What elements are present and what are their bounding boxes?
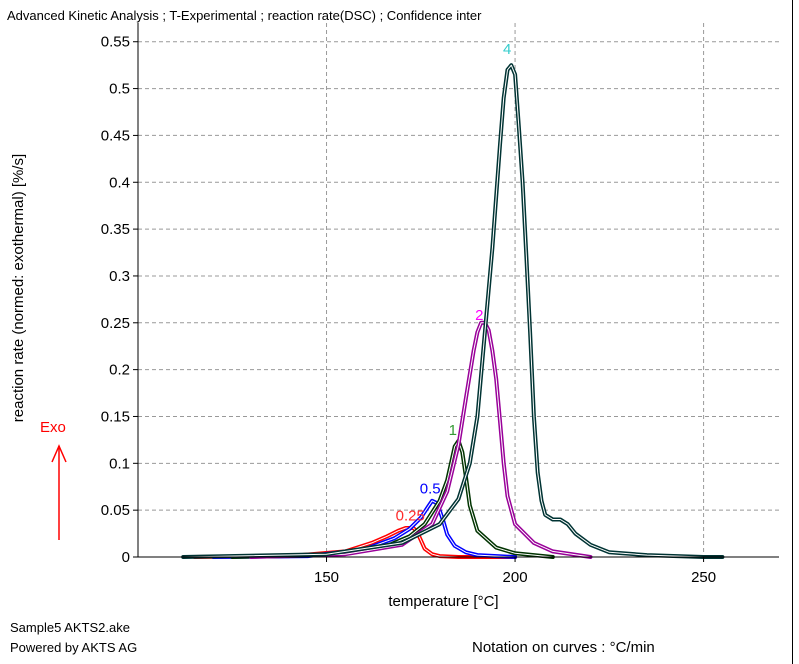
x-tick-label: 200 xyxy=(503,569,528,586)
y-tick-label: 0.4 xyxy=(109,174,130,191)
y-axis-label: reaction rate (normed: exothermal) [%/s] xyxy=(10,154,27,422)
window-right-border xyxy=(792,0,793,664)
curve-label-2: 2 xyxy=(475,307,483,324)
y-tick-label: 0 xyxy=(122,549,130,566)
y-tick-label: 0.3 xyxy=(109,268,130,285)
exo-label: Exo xyxy=(40,419,66,436)
curve-label-0.5: 0.5 xyxy=(420,480,441,497)
y-tick-label: 0.25 xyxy=(101,315,130,332)
y-tick-label: 0.05 xyxy=(101,502,130,519)
x-tick-label: 250 xyxy=(691,569,716,586)
y-tick-label: 0.45 xyxy=(101,127,130,144)
x-axis-label: temperature [°C] xyxy=(388,593,498,610)
curve-label-0.25: 0.25 xyxy=(396,507,425,524)
y-tick-label: 0.2 xyxy=(109,362,130,379)
notation-note: Notation on curves : °C/min xyxy=(472,639,655,656)
y-tick-label: 0.1 xyxy=(109,455,130,472)
series-highlight-0.5 xyxy=(213,500,516,558)
powered-by: Powered by AKTS AG xyxy=(10,640,138,655)
curve-labels: 0.25 0.5 1 2 4 xyxy=(396,41,512,525)
axes xyxy=(137,23,779,558)
y-tick-label: 0.55 xyxy=(101,34,130,51)
series-highlight-1 xyxy=(232,440,553,558)
y-tick-label: 0.5 xyxy=(109,81,130,98)
series-line-4 xyxy=(181,63,725,559)
chart-title: Advanced Kinetic Analysis ; T-Experiment… xyxy=(7,8,482,23)
grid xyxy=(138,23,779,557)
file-name: Sample5 AKTS2.ake xyxy=(10,620,130,635)
series-layer xyxy=(181,63,725,559)
curve-label-1: 1 xyxy=(449,422,457,439)
ticks: 0 0.05 0.1 0.15 0.2 0.25 0.3 0.35 0.4 0.45 0.5 0.55… xyxy=(101,34,716,586)
y-tick-label: 0.15 xyxy=(101,408,130,425)
curve-label-4: 4 xyxy=(503,41,511,58)
series-highlight-4 xyxy=(183,64,723,558)
y-tick-label: 0.35 xyxy=(101,221,130,238)
exo-indicator: Exo xyxy=(40,419,67,540)
x-tick-label: 150 xyxy=(314,569,339,586)
exo-arrow-icon xyxy=(51,444,67,463)
